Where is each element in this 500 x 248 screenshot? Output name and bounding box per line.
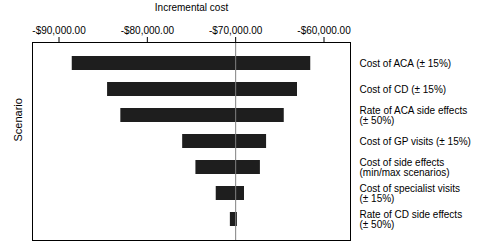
svg-text:Cost of side effects(min/max s: Cost of side effects(min/max scenarios) — [360, 157, 450, 178]
svg-text:Incremental cost: Incremental cost — [155, 2, 229, 13]
svg-text:Rate of ACA side effects(± 50%: Rate of ACA side effects(± 50%) — [360, 105, 468, 126]
svg-text:-$90,000.00: -$90,000.00 — [32, 25, 86, 36]
svg-text:Rate of CD side effects(± 50%): Rate of CD side effects(± 50%) — [360, 209, 463, 230]
svg-text:Scenario: Scenario — [12, 98, 24, 141]
svg-text:-$80,000.00: -$80,000.00 — [121, 25, 175, 36]
svg-text:Cost of ACA (± 15%): Cost of ACA (± 15%) — [360, 58, 452, 69]
svg-text:-$70,000.00: -$70,000.00 — [209, 25, 263, 36]
svg-text:Cost of GP visits (± 15%): Cost of GP visits (± 15%) — [360, 136, 471, 147]
svg-text:Cost of specialist visits(± 15: Cost of specialist visits(± 15%) — [360, 183, 461, 204]
svg-text:Cost of CD (± 15%): Cost of CD (± 15%) — [360, 84, 447, 95]
svg-text:-$60,000.00: -$60,000.00 — [297, 25, 351, 36]
